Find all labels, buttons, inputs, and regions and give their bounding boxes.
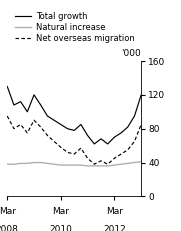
Text: Mar: Mar	[52, 207, 69, 216]
Text: 2010: 2010	[49, 225, 72, 231]
Text: 2008: 2008	[0, 225, 19, 231]
Text: 2012: 2012	[103, 225, 126, 231]
Text: Mar: Mar	[106, 207, 123, 216]
Legend: Total growth, Natural increase, Net overseas migration: Total growth, Natural increase, Net over…	[11, 8, 138, 46]
Text: Mar: Mar	[0, 207, 16, 216]
Text: '000: '000	[121, 49, 141, 58]
